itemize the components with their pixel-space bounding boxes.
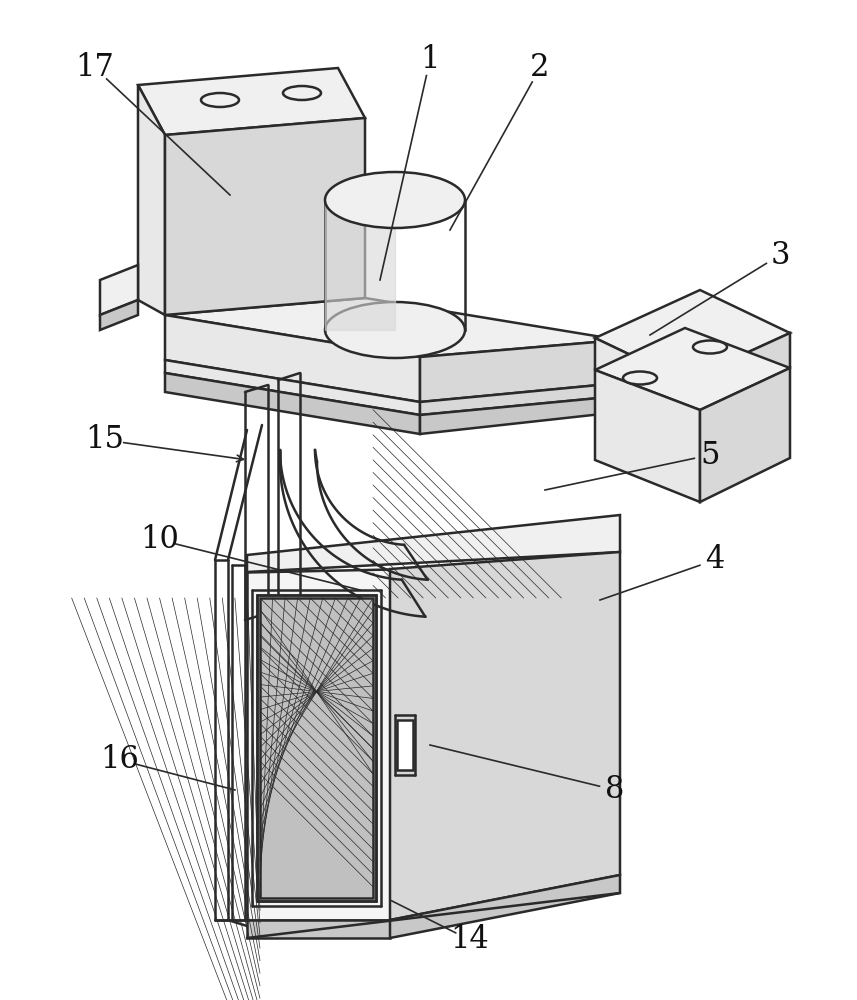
Polygon shape bbox=[247, 515, 620, 572]
Polygon shape bbox=[165, 315, 420, 402]
Text: 10: 10 bbox=[141, 524, 179, 556]
Polygon shape bbox=[100, 265, 138, 315]
Polygon shape bbox=[390, 875, 620, 938]
Polygon shape bbox=[138, 85, 165, 315]
Polygon shape bbox=[247, 920, 390, 938]
Ellipse shape bbox=[325, 302, 465, 358]
Ellipse shape bbox=[693, 340, 727, 354]
Text: 8: 8 bbox=[605, 774, 625, 806]
Polygon shape bbox=[595, 370, 700, 502]
Ellipse shape bbox=[283, 86, 321, 100]
Text: 3: 3 bbox=[770, 239, 790, 270]
Text: 15: 15 bbox=[86, 424, 124, 456]
Polygon shape bbox=[685, 333, 790, 413]
Ellipse shape bbox=[325, 172, 465, 228]
Ellipse shape bbox=[201, 93, 239, 107]
Polygon shape bbox=[138, 68, 365, 135]
Polygon shape bbox=[420, 383, 620, 415]
Text: 5: 5 bbox=[700, 440, 720, 471]
Polygon shape bbox=[390, 552, 620, 920]
Polygon shape bbox=[420, 340, 620, 402]
Polygon shape bbox=[595, 290, 790, 381]
Polygon shape bbox=[595, 338, 685, 413]
Text: 16: 16 bbox=[100, 744, 140, 776]
Polygon shape bbox=[165, 373, 420, 434]
Polygon shape bbox=[325, 200, 395, 330]
Polygon shape bbox=[165, 360, 420, 415]
Polygon shape bbox=[420, 396, 620, 434]
Text: 17: 17 bbox=[75, 52, 115, 84]
Text: 2: 2 bbox=[530, 52, 549, 84]
Text: 14: 14 bbox=[451, 924, 489, 956]
Polygon shape bbox=[397, 720, 413, 770]
Polygon shape bbox=[595, 328, 790, 410]
Polygon shape bbox=[165, 118, 365, 315]
Polygon shape bbox=[260, 598, 373, 898]
Text: 4: 4 bbox=[705, 544, 725, 576]
Text: 1: 1 bbox=[420, 44, 440, 76]
Polygon shape bbox=[165, 298, 620, 357]
Ellipse shape bbox=[623, 371, 657, 384]
Polygon shape bbox=[100, 300, 138, 330]
Polygon shape bbox=[700, 368, 790, 502]
Polygon shape bbox=[257, 595, 376, 901]
Polygon shape bbox=[247, 569, 390, 920]
